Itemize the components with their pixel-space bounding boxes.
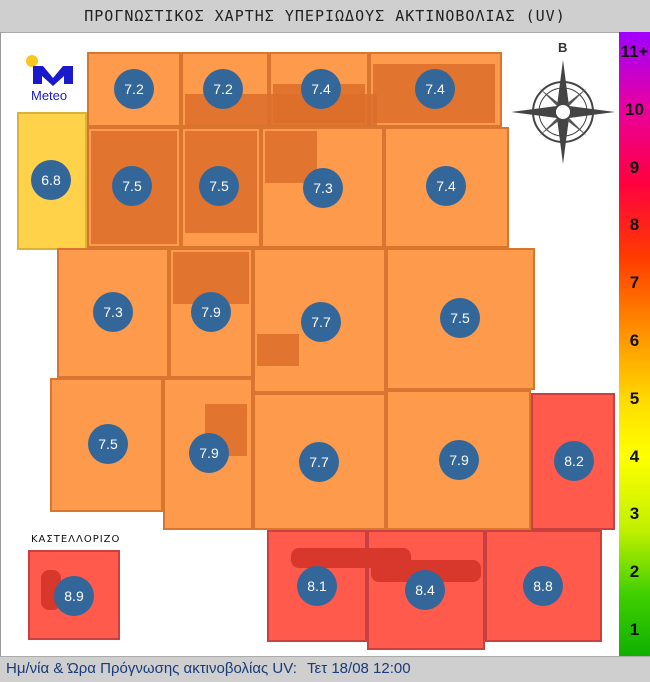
inset-label-kastellorizo: ΚΑΣΤΕΛΛΟΡΙΖΟ bbox=[31, 534, 121, 545]
north-label: Β bbox=[558, 40, 568, 55]
scale-label: 6 bbox=[629, 331, 640, 350]
scale-label: 9 bbox=[629, 157, 640, 177]
uv-value-marker: 7.3 bbox=[93, 292, 133, 332]
scale-label: 3 bbox=[629, 504, 640, 524]
footer-value: Τετ 18/08 12:00 bbox=[307, 660, 411, 677]
footer-label: Ημ/νία & Ώρα Πρόγνωσης ακτινοβολίας UV: bbox=[6, 660, 297, 677]
scale-label: 5 bbox=[629, 388, 640, 408]
land-shape bbox=[257, 334, 299, 366]
uv-color-scale: 11+ 10 9 8 7 6 5 4 3 2 1 bbox=[619, 32, 650, 656]
uv-value-marker: 7.5 bbox=[88, 424, 128, 464]
uv-value-marker: 8.1 bbox=[297, 566, 337, 606]
uv-value-marker: 7.2 bbox=[203, 69, 243, 109]
uv-value-marker: 6.8 bbox=[31, 160, 71, 200]
scale-label: 1 bbox=[629, 620, 640, 639]
scale-label: 10 bbox=[625, 99, 644, 119]
uv-region-tile[interactable] bbox=[386, 248, 535, 390]
uv-value-marker: 7.5 bbox=[112, 166, 152, 206]
uv-value-marker: 7.2 bbox=[114, 69, 154, 109]
uv-value-marker: 8.9 bbox=[54, 576, 94, 616]
meteo-logo: Meteo bbox=[25, 54, 81, 104]
scale-label: 8 bbox=[629, 215, 640, 235]
scale-label: 4 bbox=[629, 446, 640, 466]
scale-label: 11+ bbox=[620, 42, 649, 61]
scale-label: 7 bbox=[629, 273, 640, 293]
map-title: ΠΡΟΓΝΩΣΤΙΚΟΣ ΧΑΡΤΗΣ ΥΠΕΡΙΩΔΟΥΣ ΑΚΤΙΝΟΒΟΛ… bbox=[0, 0, 650, 33]
uv-value-marker: 7.9 bbox=[191, 292, 231, 332]
uv-value-marker: 7.9 bbox=[439, 440, 479, 480]
uv-value-marker: 7.4 bbox=[415, 69, 455, 109]
uv-value-marker: 7.5 bbox=[199, 166, 239, 206]
scale-label: 2 bbox=[629, 562, 640, 582]
uv-value-marker: 8.2 bbox=[554, 441, 594, 481]
uv-value-marker: 8.4 bbox=[405, 570, 445, 610]
uv-value-marker: 7.4 bbox=[426, 166, 466, 206]
uv-value-marker: 7.5 bbox=[440, 298, 480, 338]
forecast-datetime: Ημ/νία & Ώρα Πρόγνωσης ακτινοβολίας UV: … bbox=[0, 656, 650, 682]
uv-map: Meteo Β 7.2 7.2 7.4 7.4 6.8 7.5 7.5 7.3 7.4 7.3 7.… bbox=[0, 32, 620, 656]
logo-text: Meteo bbox=[31, 88, 68, 103]
uv-value-marker: 7.3 bbox=[303, 168, 343, 208]
uv-value-marker: 7.7 bbox=[301, 302, 341, 342]
uv-value-marker: 7.7 bbox=[299, 442, 339, 482]
uv-value-marker: 7.4 bbox=[301, 69, 341, 109]
uv-value-marker: 8.8 bbox=[523, 566, 563, 606]
uv-value-marker: 7.9 bbox=[189, 433, 229, 473]
